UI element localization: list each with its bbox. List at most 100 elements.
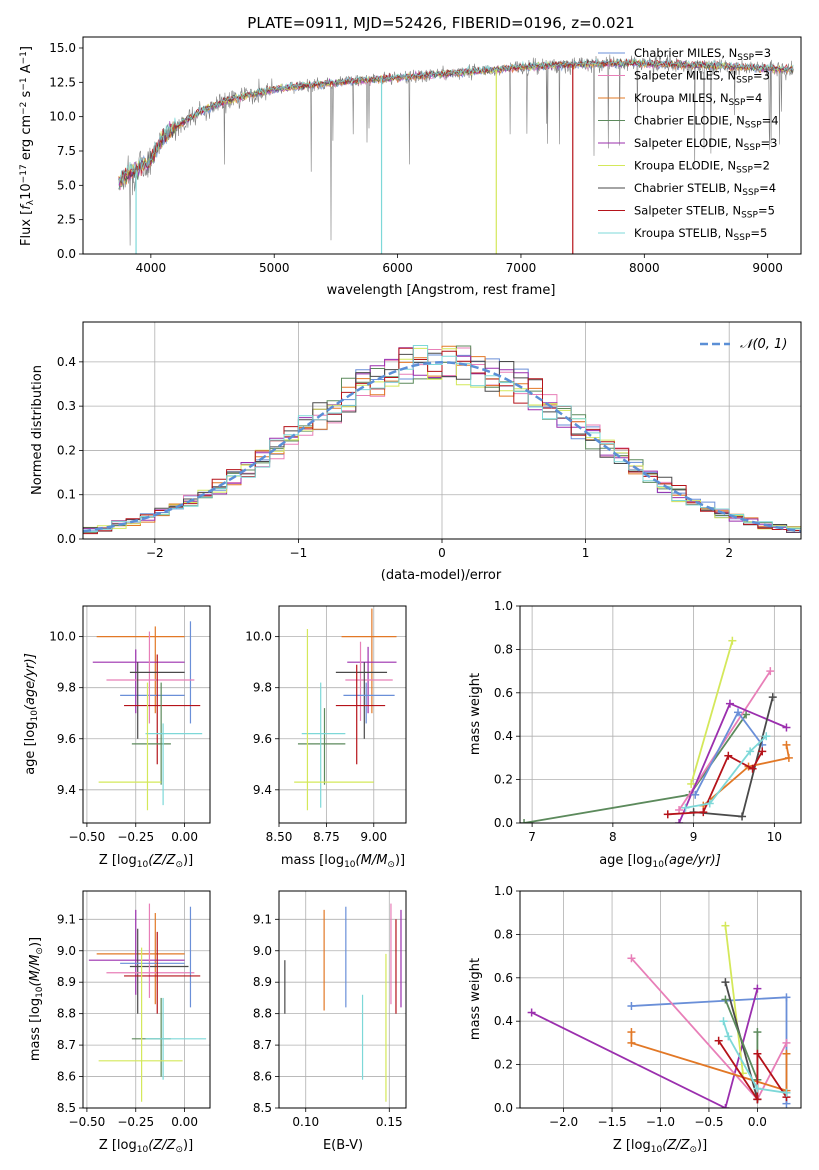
axes-frame <box>519 890 802 1109</box>
gaussian-curve <box>83 361 801 533</box>
error-crosses <box>92 621 203 811</box>
y-tick-label: 10.0 <box>245 630 272 644</box>
label-part: (M/M <box>28 955 43 987</box>
x-tick-label: −0.25 <box>117 1115 154 1129</box>
y-tick-label: 15.0 <box>49 41 76 55</box>
x-tick-label: 0.10 <box>292 1115 319 1129</box>
weight-vs-Z-panel: −2.0 −1.5 −1.0 −0.5 0.0 0.0 0.2 0.4 0.6 0.8 1.0 <box>494 884 802 1129</box>
spectrum-lines <box>118 53 794 254</box>
age-vs-mass-panel: 8.50 8.75 9.00 9.4 9.6 9.8 10.0 <box>245 605 407 844</box>
y-tick-label: 8.7 <box>57 1038 76 1052</box>
y-tick-label: 0.2 <box>494 1058 513 1072</box>
y-tick-label: 8.5 <box>253 1101 272 1115</box>
legend-entry: Kroupa STELIB, NSSP=5 <box>634 226 767 243</box>
mass-vs-Z-panel: −0.50 −0.25 0.00 8.5 8.6 8.7 8.8 8.9 9.0 9.1 <box>57 890 211 1129</box>
model-spectrum <box>118 57 794 184</box>
x-tick-label: −0.50 <box>69 830 106 844</box>
y-tick-label: 0.2 <box>57 443 76 457</box>
weight-series <box>527 921 791 1108</box>
x-axis-label: Z [log10(Z/Z⊙)] <box>99 853 193 870</box>
y-tick-label: 8.7 <box>253 1038 272 1052</box>
axes-frame <box>82 36 802 255</box>
label-part: ⊙ <box>175 1145 183 1155</box>
label-part: Kroupa MILES, N <box>634 91 729 105</box>
y-tick-label: 8.8 <box>57 1007 76 1021</box>
x-tick-label: 8.50 <box>266 830 293 844</box>
label-part: Z [log <box>99 1138 137 1153</box>
y-axis-label: mass weight <box>468 673 483 755</box>
x-tick-label: −1.5 <box>597 1115 626 1129</box>
y-tick-label: 9.4 <box>57 783 76 797</box>
series-line <box>531 988 759 1108</box>
label-part: s <box>19 90 34 101</box>
y-tick-label: 0.3 <box>57 399 76 413</box>
label-part: =4 <box>759 181 776 195</box>
y-tick-label: 10.0 <box>49 630 76 644</box>
label-part: SSP <box>736 75 753 85</box>
legend: Chabrier MILES, NSSP=3 Salpeter MILES, NS… <box>598 46 779 243</box>
x-tick-label: 7000 <box>506 261 537 275</box>
label-part: ⊙ <box>387 860 395 870</box>
y-axis-label: Flux [fλ10−17 erg cm−2 s−1 A−1] <box>19 46 36 246</box>
x-tick-label: 8 <box>609 830 617 844</box>
series-line <box>724 925 744 1074</box>
label-part: Flux [ <box>19 210 34 246</box>
legend-entry: Salpeter ELODIE, NSSP=3 <box>634 136 777 153</box>
label-part: Z [log <box>613 1138 651 1153</box>
x-axis-label: Z [log10(Z/Z⊙)] <box>613 1138 707 1155</box>
series-line <box>523 713 747 823</box>
label-part: mass [log <box>281 853 344 868</box>
y-tick-label: 9.1 <box>57 912 76 926</box>
legend-entry: Kroupa MILES, NSSP=4 <box>634 91 762 108</box>
label-part: 10 <box>651 1145 663 1155</box>
legend-entry: Kroupa ELODIE, NSSP=2 <box>634 159 770 176</box>
series-line <box>717 1040 788 1103</box>
x-tick-label: 7 <box>528 830 536 844</box>
residuals-panel: −2 −1 0 1 2 0.0 0.1 0.2 0.3 0.4 <box>57 321 802 560</box>
label-part: 10 <box>35 986 45 998</box>
x-axis-label: age [log10(age/yr)] <box>599 853 721 870</box>
y-tick-label: 1.0 <box>494 599 513 613</box>
label-part: =3 <box>761 136 778 150</box>
series-line <box>690 640 734 785</box>
y-tick-label: 0.6 <box>494 971 513 985</box>
error-crosses <box>284 903 402 1102</box>
legend-entry: Chabrier MILES, NSSP=3 <box>634 46 771 63</box>
histograms <box>83 345 801 536</box>
y-tick-label: 0.1 <box>57 488 76 502</box>
x-axis-label: mass [log10(M/M⊙)] <box>281 853 405 870</box>
label-part: (M/M <box>356 853 388 868</box>
label-part: 10 <box>19 183 34 200</box>
x-tick-label: −2 <box>146 546 164 560</box>
x-tick-label: 4000 <box>136 261 167 275</box>
legend-entry: Chabrier STELIB, NSSP=4 <box>634 181 776 198</box>
axes-frame <box>82 890 211 1109</box>
weight-series <box>520 636 793 823</box>
label-part: Kroupa STELIB, N <box>634 226 734 240</box>
label-part: =3 <box>754 46 771 60</box>
y-tick-label: 8.6 <box>253 1070 272 1084</box>
series-line <box>685 735 767 809</box>
y-tick-label: 0.6 <box>494 686 513 700</box>
label-part: Kroupa ELODIE, N <box>634 159 736 173</box>
y-tick-label: 0.0 <box>57 532 76 546</box>
y-axis-label: mass [log10(M/M⊙)] <box>28 937 45 1061</box>
x-axis-label: wavelength [Angstrom, rest frame] <box>327 283 556 298</box>
y-tick-label: 9.8 <box>57 681 76 695</box>
y-tick-label: 8.8 <box>253 1007 272 1021</box>
x-tick-label: 9000 <box>752 261 783 275</box>
y-tick-label: 8.5 <box>57 1101 76 1115</box>
label-part: 10 <box>30 710 40 722</box>
x-axis-label: E(B-V) <box>323 1138 363 1153</box>
legend-entry: Salpeter MILES, NSSP=3 <box>634 69 770 86</box>
label-part: f <box>19 203 34 210</box>
x-axis-label: Z [log10(Z/Z⊙)] <box>99 1138 193 1155</box>
y-tick-label: 0.2 <box>494 773 513 787</box>
y-axis-label: age [log10(age/yr)] <box>23 653 40 775</box>
y-tick-label: 9.8 <box>253 681 272 695</box>
label-part: )] <box>28 937 43 947</box>
label-part: −2 <box>19 102 29 115</box>
label-part: 10 <box>652 860 664 870</box>
label-part: Salpeter ELODIE, N <box>634 136 744 150</box>
